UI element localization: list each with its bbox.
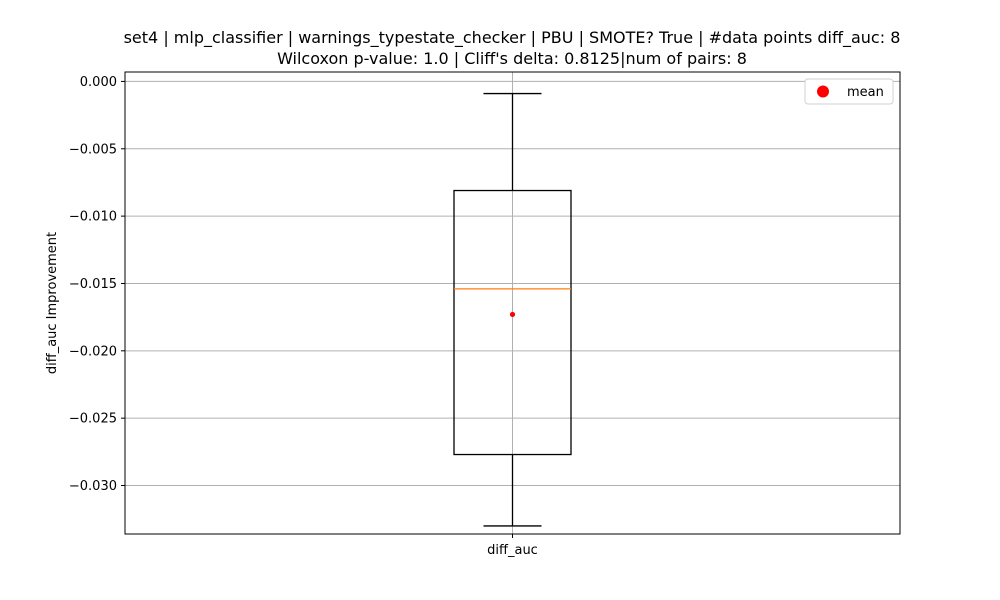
x-axis-ticks: diff_auc — [487, 534, 538, 558]
legend-box — [804, 78, 894, 105]
y-tick-label: −0.010 — [69, 210, 117, 225]
iqr-box — [453, 189, 572, 456]
grid-lines — [125, 72, 900, 534]
x-tick-label: diff_auc — [487, 543, 538, 558]
plot-frame — [124, 71, 901, 535]
y-axis-label: diff_auc Improvement — [45, 232, 60, 374]
chart-title-line-2: Wilcoxon p-value: 1.0 | Cliff's delta: 0… — [277, 49, 747, 68]
y-tick-label: −0.005 — [69, 142, 117, 157]
legend-mean-label: mean — [847, 85, 884, 100]
legend: mean — [804, 78, 894, 105]
y-axis-ticks: 0.000 −0.005 −0.010 −0.015 −0.020 −0.025 −0.03… — [69, 75, 125, 494]
y-tick-label: −0.020 — [69, 344, 117, 359]
y-tick-label: −0.030 — [69, 479, 117, 494]
mean-point — [509, 311, 516, 318]
chart-title-line-1: set4 | mlp_classifier | warnings_typesta… — [124, 28, 901, 48]
box-layer — [453, 92, 572, 527]
legend-mean-marker — [817, 85, 829, 98]
y-tick-label: 0.000 — [80, 75, 117, 90]
y-tick-label: −0.025 — [69, 412, 117, 427]
y-tick-label: −0.015 — [69, 277, 117, 292]
